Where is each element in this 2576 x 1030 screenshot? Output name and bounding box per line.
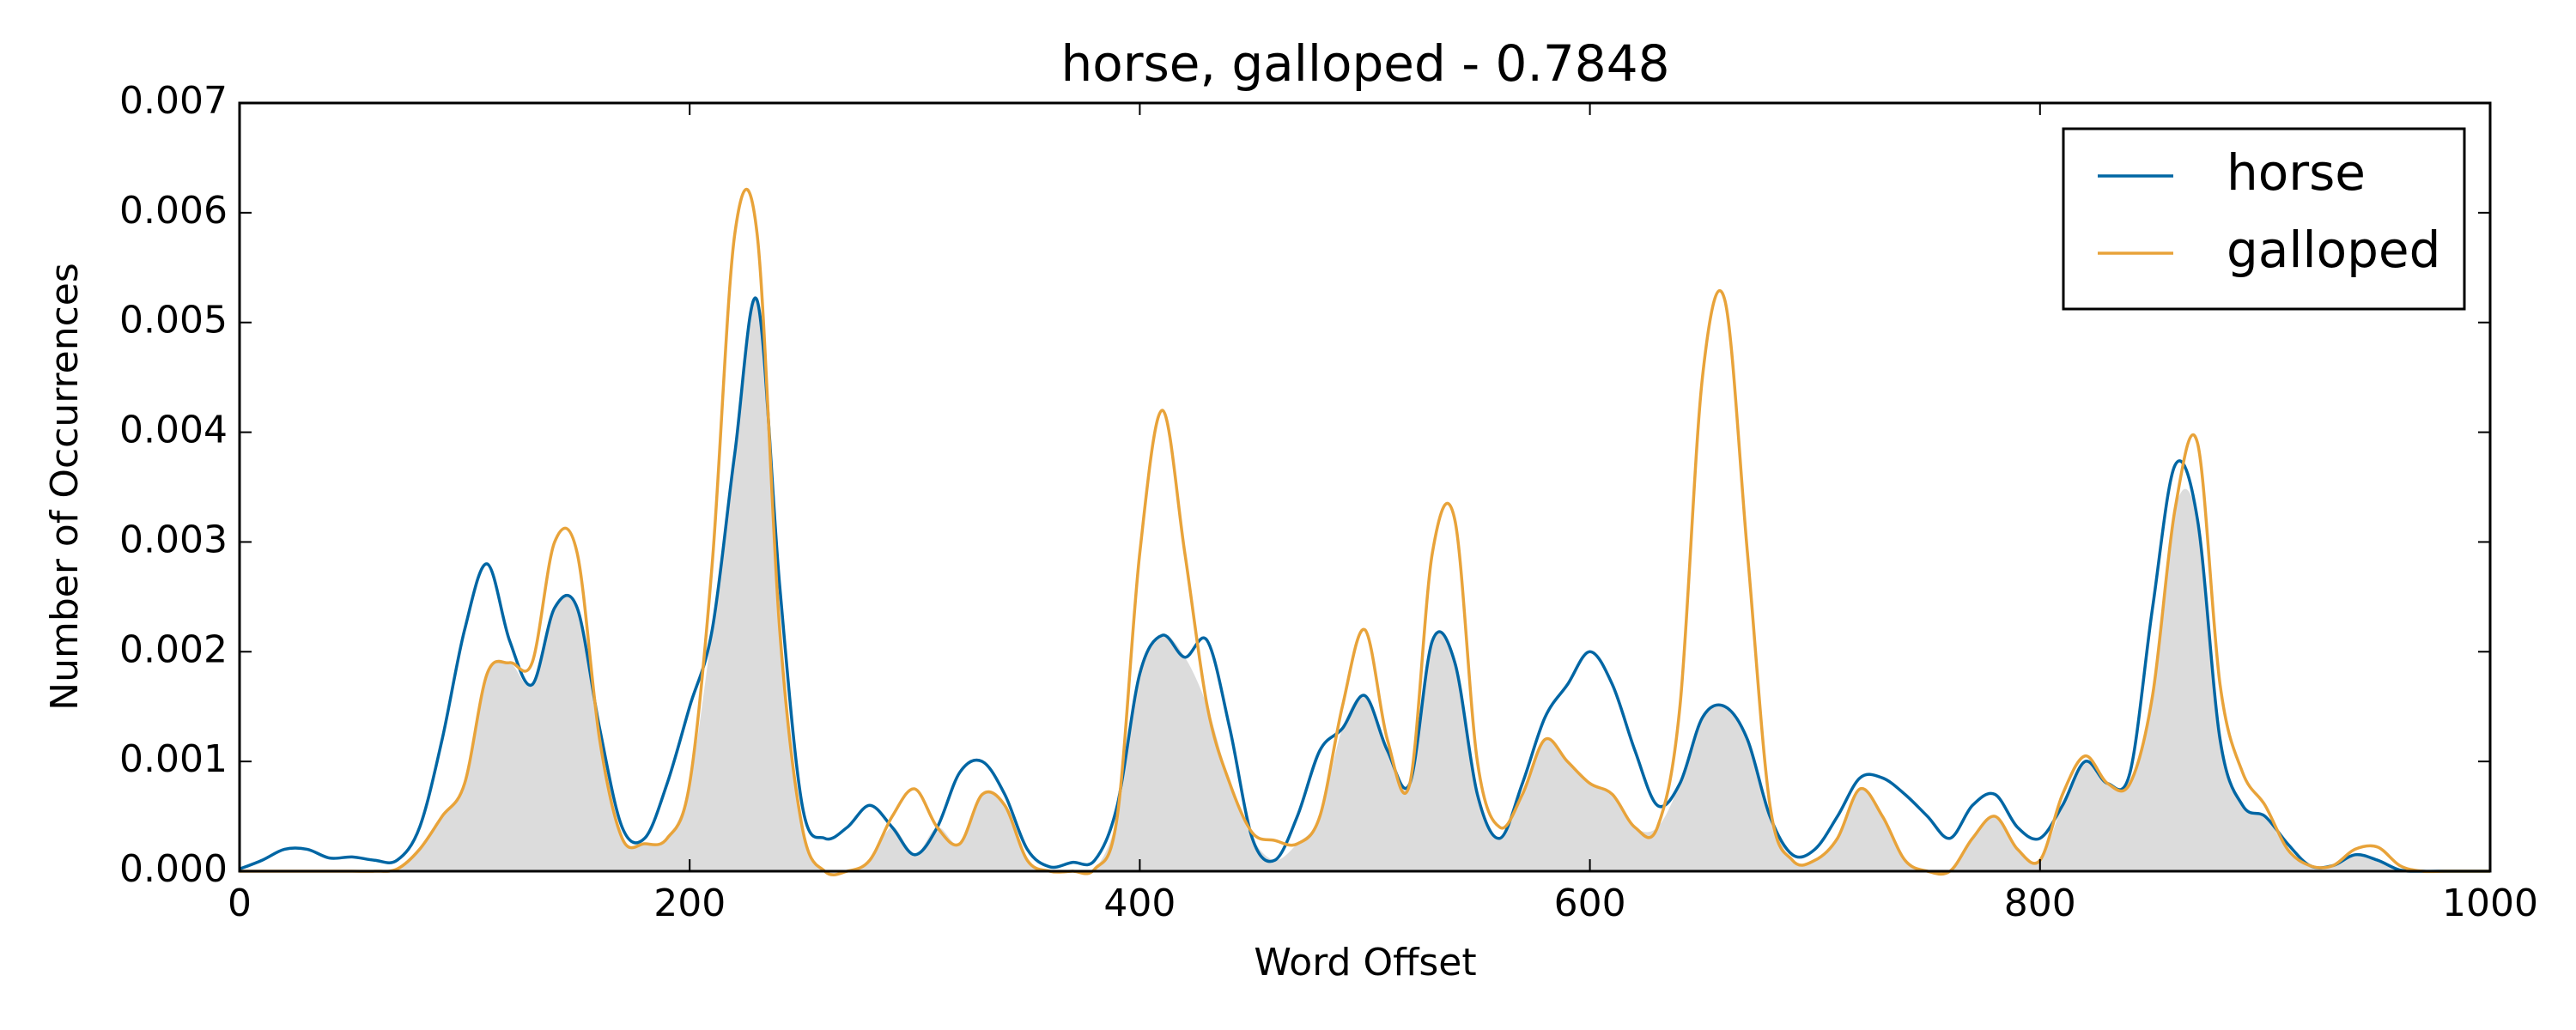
y-tick-label: 0.004 <box>119 409 228 452</box>
x-tick-label: 600 <box>1554 882 1626 925</box>
plot-frame <box>238 101 2492 873</box>
y-tick-label: 0.007 <box>119 79 228 123</box>
overlap-area <box>240 296 2490 876</box>
y-tick-label: 0.003 <box>119 518 228 561</box>
legend-box <box>2062 127 2466 311</box>
x-tick-label: 0 <box>228 882 252 925</box>
x-tick-label: 1000 <box>2442 882 2538 925</box>
legend-label: galloped <box>2227 221 2440 279</box>
x-tick-label: 800 <box>2004 882 2076 925</box>
y-axis-label: Number of Occurrences <box>43 263 87 711</box>
x-axis-label: Word Offset <box>1254 941 1476 985</box>
x-tick-label: 200 <box>653 882 726 925</box>
x-tick-label: 400 <box>1103 882 1176 925</box>
y-tick-label: 0.000 <box>119 847 228 891</box>
y-tick-label: 0.006 <box>119 189 228 233</box>
chart-title: horse, galloped - 0.7848 <box>1061 34 1670 93</box>
y-tick-label: 0.001 <box>119 737 228 781</box>
legend-label: horse <box>2227 143 2366 202</box>
y-tick-label: 0.002 <box>119 627 228 671</box>
series-line <box>239 187 2490 877</box>
y-tick-label: 0.005 <box>119 299 228 342</box>
